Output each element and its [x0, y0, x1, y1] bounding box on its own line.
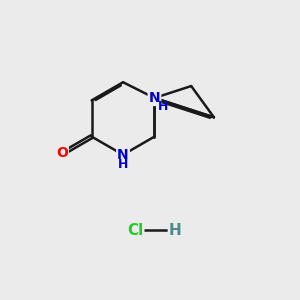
Text: H: H: [158, 100, 168, 113]
Text: N: N: [148, 91, 160, 105]
Text: N: N: [117, 148, 129, 162]
Text: O: O: [56, 146, 68, 160]
Text: Cl: Cl: [127, 223, 143, 238]
Text: H: H: [169, 223, 182, 238]
Text: H: H: [118, 158, 128, 171]
